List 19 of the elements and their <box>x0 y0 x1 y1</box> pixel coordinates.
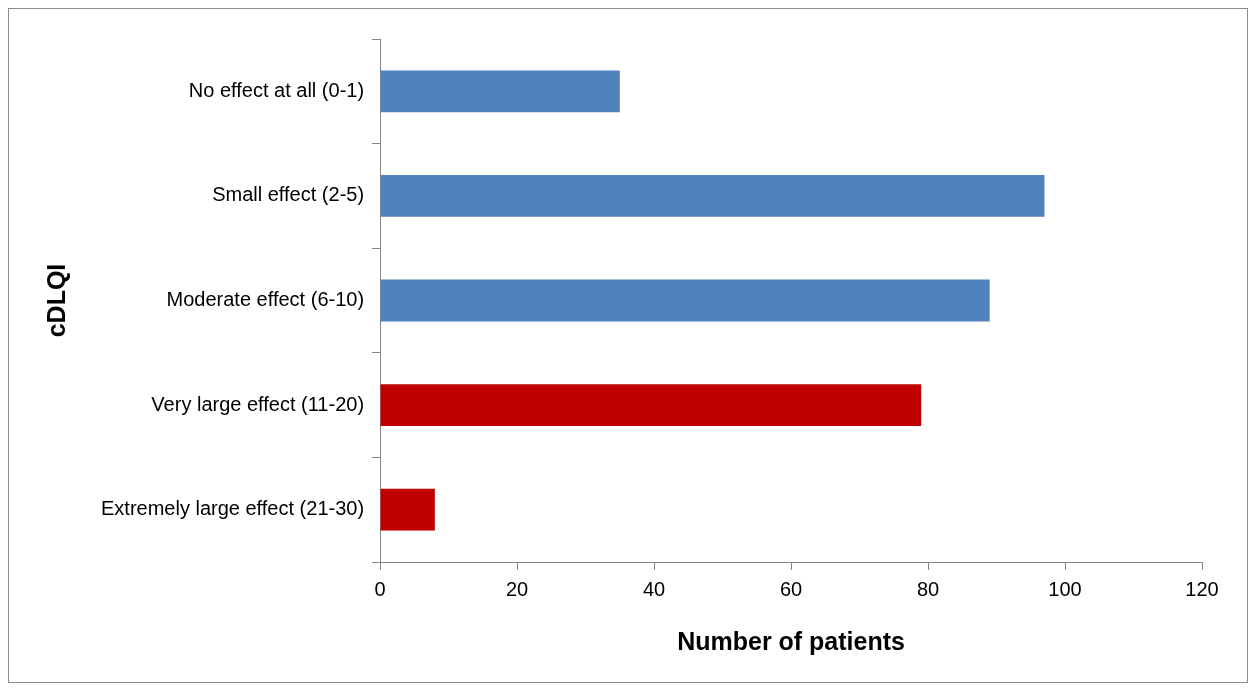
y-tick-label: Small effect (2-5) <box>212 183 365 206</box>
x-tick-label: 120 <box>1185 577 1219 600</box>
x-tick-label: 60 <box>779 577 803 600</box>
y-tick-label: Extremely large effect (21-30) <box>101 497 365 520</box>
bar <box>380 70 620 113</box>
bar <box>380 488 435 531</box>
bar <box>380 279 990 322</box>
x-tick-label: 0 <box>374 577 386 600</box>
x-axis-title: Number of patients <box>677 626 905 655</box>
x-tick-label: 80 <box>916 577 940 600</box>
x-tick-label: 40 <box>642 577 666 600</box>
bar <box>380 384 922 427</box>
y-tick-label: No effect at all (0-1) <box>188 78 365 101</box>
x-tick-label: 100 <box>1048 577 1082 600</box>
bar <box>380 174 1045 217</box>
y-tick-label: Moderate effect (6-10) <box>166 288 365 311</box>
y-tick-label: Very large effect (11-20) <box>151 392 365 415</box>
x-tick-label: 20 <box>505 577 529 600</box>
y-axis-title: cDLQI <box>41 263 70 338</box>
